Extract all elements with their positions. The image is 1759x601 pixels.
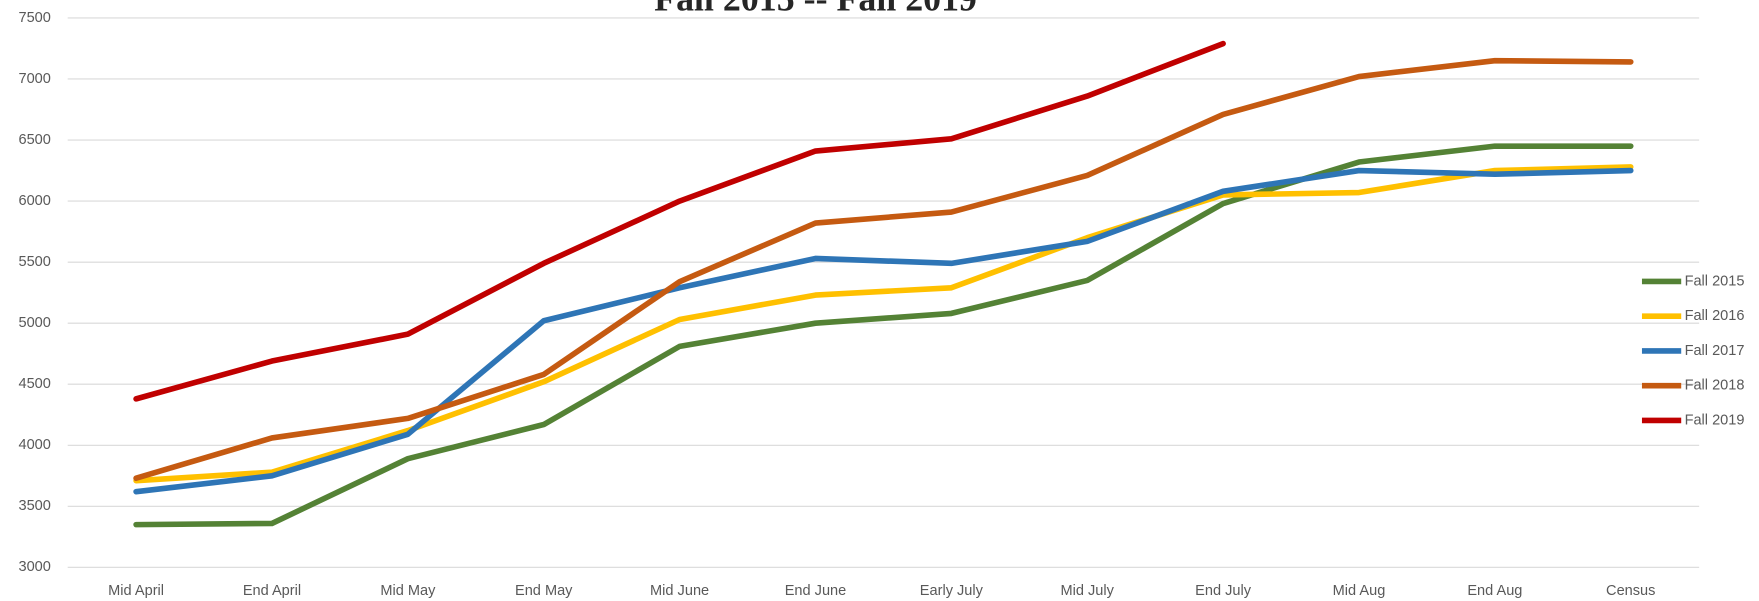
series-line (133, 143, 1634, 528)
x-tick-label: End Aug (1467, 583, 1522, 599)
x-tick-label: End June (785, 583, 847, 599)
legend-label: Fall 2018 (1685, 378, 1745, 394)
x-tick-label: Census (1606, 583, 1655, 599)
chart-title: Fall 2015 -- Fall 2019 (654, 0, 977, 18)
series-line (133, 167, 1634, 495)
legend-label: Fall 2015 (1685, 273, 1745, 289)
legend-label: Fall 2016 (1685, 308, 1745, 324)
y-tick-label: 6000 (18, 193, 50, 209)
x-tick-label: Early July (920, 583, 984, 599)
series-line (133, 164, 1634, 484)
y-tick-label: 7500 (18, 10, 50, 26)
y-tick-label: 7000 (18, 71, 50, 87)
x-tick-label: Mid June (650, 583, 709, 599)
x-tick-label: End April (243, 583, 301, 599)
x-tick-label: End July (1195, 583, 1252, 599)
legend-label: Fall 2019 (1685, 412, 1745, 428)
y-tick-label: 4000 (18, 437, 50, 453)
series-line (133, 57, 1634, 482)
legend-label: Fall 2017 (1685, 343, 1745, 359)
y-tick-label: 6500 (18, 132, 50, 148)
series-line (133, 40, 1226, 402)
y-tick-label: 4500 (18, 376, 50, 392)
x-tick-label: Mid May (380, 583, 436, 599)
x-tick-label: Mid July (1061, 583, 1115, 599)
x-tick-label: Mid Aug (1333, 583, 1386, 599)
y-tick-label: 5500 (18, 254, 50, 270)
x-tick-label: End May (515, 583, 573, 599)
y-tick-label: 3500 (18, 498, 50, 514)
y-tick-label: 3000 (18, 559, 50, 575)
y-tick-label: 5000 (18, 315, 50, 331)
x-tick-label: Mid April (108, 583, 164, 599)
